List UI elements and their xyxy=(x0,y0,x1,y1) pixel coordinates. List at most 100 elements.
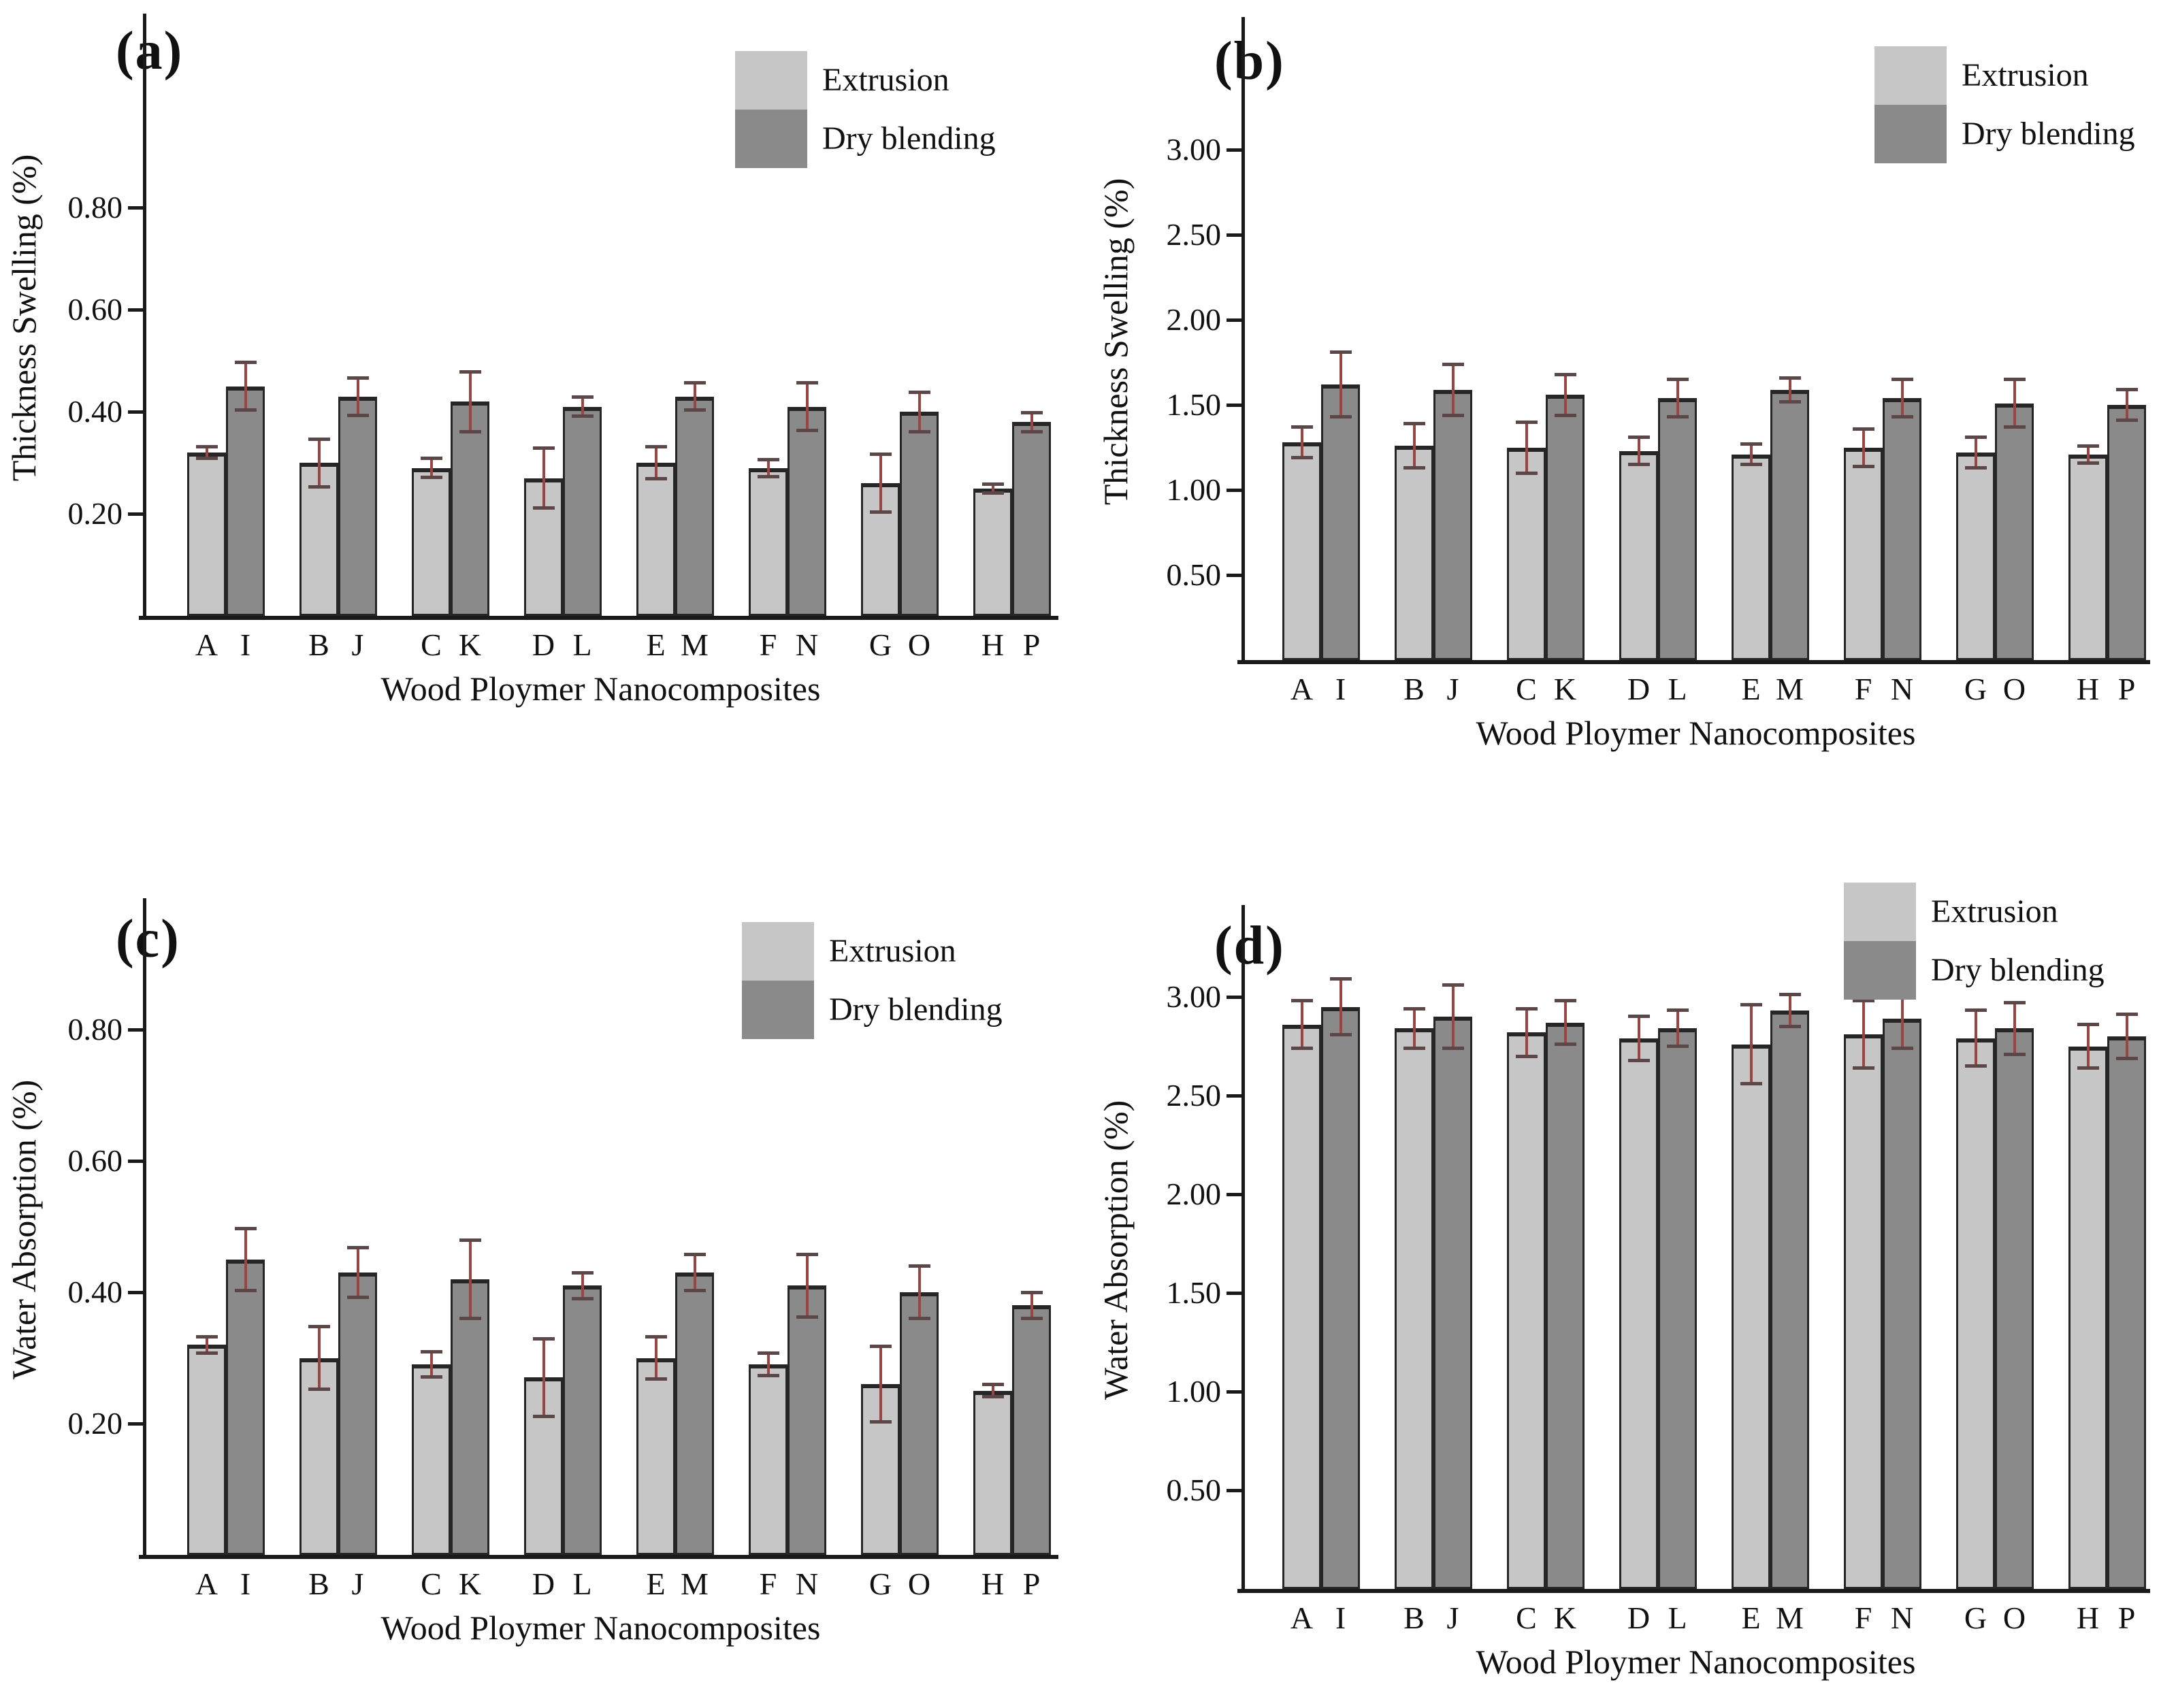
x-tick-label-O: O xyxy=(907,627,931,662)
errorbar-cap-top xyxy=(1740,1002,1762,1006)
errorbar-line xyxy=(356,376,359,417)
errorbar-extrusion-H xyxy=(2077,1022,2099,1070)
x-axis-line xyxy=(139,1555,1058,1559)
x-tick-label-L: L xyxy=(1668,672,1687,706)
bar-extrusion-F xyxy=(1844,447,1883,660)
y-tick-2.50 xyxy=(1227,233,1241,237)
y-tick-0.80 xyxy=(128,206,143,210)
x-tick-label-M: M xyxy=(1776,672,1804,706)
errorbar-cap-top xyxy=(757,1351,779,1355)
y-axis-line xyxy=(143,14,146,620)
errorbar-line xyxy=(1974,436,1977,470)
errorbar-dry-blending-J xyxy=(1442,983,1464,1051)
errorbar-extrusion-E xyxy=(645,444,667,481)
errorbar-line xyxy=(244,1226,247,1292)
x-tick-label-K: K xyxy=(458,1566,482,1601)
bar-extrusion-C xyxy=(412,1364,451,1555)
errorbar-cap-bottom xyxy=(981,1395,1004,1399)
errorbar-line xyxy=(1749,1002,1753,1086)
errorbar-cap-bottom xyxy=(2003,425,2026,429)
errorbar-cap-top xyxy=(459,1238,481,1242)
errorbar-cap-top xyxy=(2003,1000,2026,1004)
errorbar-line xyxy=(879,453,882,514)
errorbar-line xyxy=(1676,1008,1679,1049)
errorbar-cap-bottom xyxy=(908,429,930,433)
errorbar-extrusion-E xyxy=(1740,1002,1762,1086)
bar-dry-blending-M xyxy=(1770,1011,1809,1589)
bar-extrusion-A xyxy=(1282,1024,1321,1589)
legend-label-dry-blending: Dry blending xyxy=(1962,116,2135,152)
bar-extrusion-B xyxy=(1395,446,1433,660)
errorbar-line xyxy=(1862,998,1865,1070)
errorbar-dry-blending-M xyxy=(1779,993,1801,1029)
errorbar-cap-top xyxy=(1329,977,1352,981)
errorbar-cap-bottom xyxy=(1891,415,1913,418)
errorbar-extrusion-A xyxy=(195,1334,218,1355)
x-tick-label-B: B xyxy=(308,1566,329,1601)
errorbar-line xyxy=(1339,977,1342,1036)
bar-dry-blending-P xyxy=(1012,422,1051,616)
x-tick-label-N: N xyxy=(1890,1600,1914,1635)
legend: Extrusion Dry blending xyxy=(742,922,1062,1039)
y-tick-2.00 xyxy=(1227,318,1241,322)
legend: Extrusion Dry blending xyxy=(1874,46,2176,163)
bar-dry-blending-O xyxy=(1995,403,2034,660)
errorbar-cap-bottom xyxy=(2115,418,2138,422)
errorbar-dry-blending-N xyxy=(1891,378,1913,418)
errorbar-line xyxy=(468,1238,472,1320)
y-axis-title: Thickness Swelling (%) xyxy=(5,154,43,481)
x-tick-label-A: A xyxy=(1290,1600,1314,1635)
errorbar-extrusion-D xyxy=(1627,1015,1650,1062)
panel-d: (d) 0.50 1.00 1.50 2.00 2.50 3.00 Water Absorpt… xyxy=(1088,854,2176,1708)
y-tick-1.00 xyxy=(1227,1390,1241,1394)
bar-extrusion-A xyxy=(1282,442,1321,660)
errorbar-cap-top xyxy=(2077,444,2099,448)
bar-dry-blending-I xyxy=(226,386,265,616)
x-axis-line xyxy=(1237,1589,2150,1593)
bar-dry-blending-N xyxy=(1883,398,1921,660)
errorbar-line xyxy=(2125,388,2128,422)
bar-extrusion-E xyxy=(636,463,675,616)
errorbar-dry-blending-P xyxy=(2115,1013,2138,1060)
errorbar-line xyxy=(1563,998,1567,1047)
bar-dry-blending-J xyxy=(338,1272,377,1555)
errorbar-dry-blending-O xyxy=(2003,378,2026,429)
errorbar-extrusion-C xyxy=(420,457,442,479)
errorbar-cap-bottom xyxy=(1020,1316,1043,1320)
errorbar-cap-top xyxy=(1852,427,1874,431)
x-tick-label-K: K xyxy=(458,627,482,662)
errorbar-extrusion-F xyxy=(757,1351,779,1378)
bar-dry-blending-I xyxy=(226,1259,265,1555)
errorbar-cap-bottom xyxy=(908,1316,930,1320)
errorbar-cap-bottom xyxy=(1403,466,1425,470)
errorbar-line xyxy=(542,1336,545,1419)
errorbar-cap-bottom xyxy=(869,1419,892,1424)
x-tick-label-G: G xyxy=(868,1566,892,1601)
errorbar-cap-top xyxy=(1020,410,1043,414)
x-axis-line xyxy=(1237,660,2150,664)
y-tick-0.80 xyxy=(128,1028,143,1032)
errorbar-cap-bottom xyxy=(1666,1045,1689,1049)
errorbar-line xyxy=(1788,376,1791,404)
bar-dry-blending-N xyxy=(787,406,826,616)
errorbar-cap-top xyxy=(908,1264,930,1268)
errorbar-extrusion-H xyxy=(2077,444,2099,465)
errorbar-cap-bottom xyxy=(346,413,369,417)
x-tick-label-L: L xyxy=(572,1566,592,1601)
errorbar-line xyxy=(317,437,321,489)
errorbar-dry-blending-O xyxy=(908,390,930,433)
errorbar-line xyxy=(1525,1006,1528,1058)
errorbar-cap-top xyxy=(2115,388,2138,391)
bar-dry-blending-P xyxy=(2107,1036,2146,1589)
bar-dry-blending-O xyxy=(1995,1028,2034,1589)
y-axis-title: Water Absorption (%) xyxy=(5,1079,43,1379)
errorbar-cap-top xyxy=(683,381,706,384)
errorbar-line xyxy=(766,1351,770,1378)
errorbar-line xyxy=(654,444,657,481)
x-tick-label-F: F xyxy=(759,1566,777,1601)
errorbar-line xyxy=(805,381,809,432)
bar-dry-blending-L xyxy=(1658,1028,1697,1589)
y-axis-title: Water Absorption (%) xyxy=(1097,1100,1135,1400)
errorbar-extrusion-H xyxy=(981,1383,1004,1399)
